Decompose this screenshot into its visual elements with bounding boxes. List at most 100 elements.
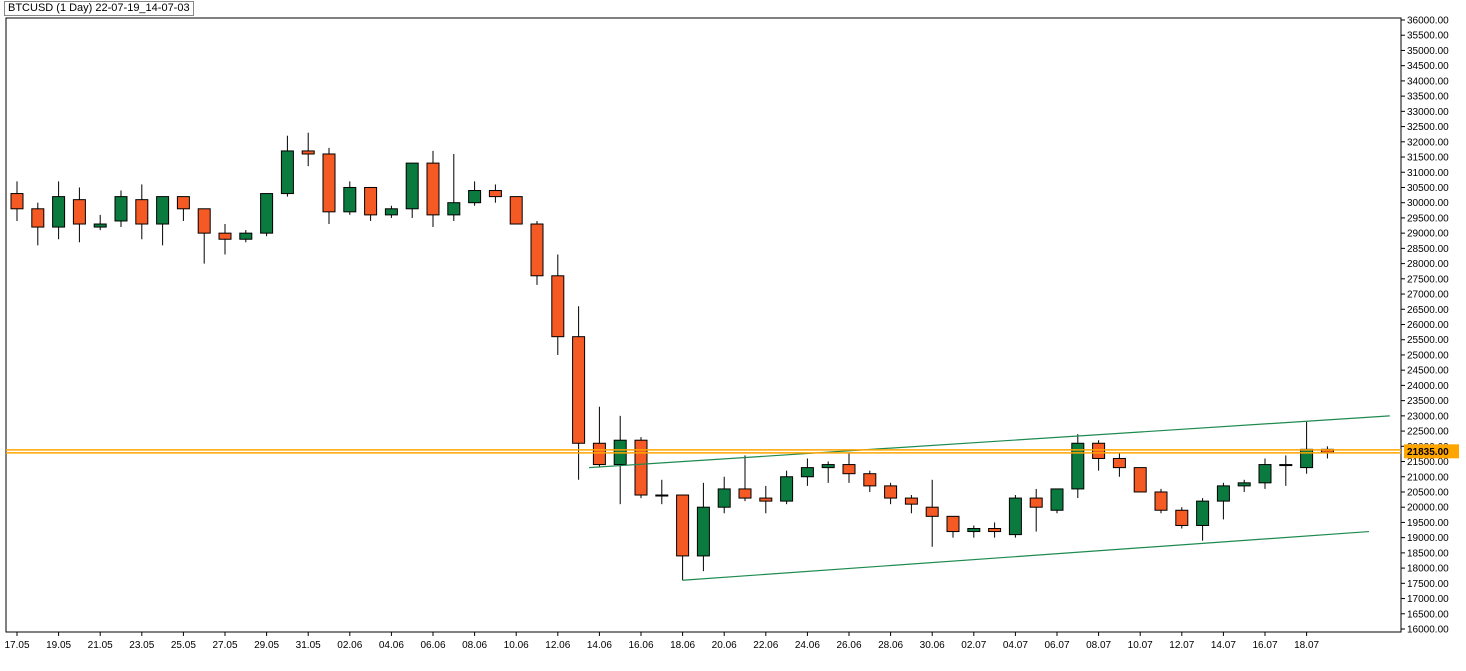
candle[interactable] xyxy=(405,162,419,218)
candle[interactable] xyxy=(634,437,648,499)
candle[interactable] xyxy=(176,196,190,221)
y-tick-label: 28000.00 xyxy=(1407,259,1449,270)
candle[interactable] xyxy=(1258,458,1272,489)
candle[interactable] xyxy=(1279,455,1293,486)
y-tick-label: 29000.00 xyxy=(1407,229,1449,240)
candle[interactable] xyxy=(343,181,357,215)
candle-body-up xyxy=(1008,497,1022,536)
candle[interactable] xyxy=(1196,498,1210,541)
y-tick-label: 20000.00 xyxy=(1407,503,1449,514)
candle[interactable] xyxy=(218,224,232,255)
candle-body-up xyxy=(717,488,731,508)
candle[interactable] xyxy=(1175,507,1189,529)
y-tick-label: 18500.00 xyxy=(1407,548,1449,559)
y-tick-label: 29500.00 xyxy=(1407,213,1449,224)
candle[interactable] xyxy=(842,452,856,483)
candle-body-up xyxy=(1279,464,1293,467)
candle[interactable] xyxy=(821,461,835,483)
candle[interactable] xyxy=(197,208,211,264)
y-tick-label: 20500.00 xyxy=(1407,487,1449,498)
candle[interactable] xyxy=(676,494,690,581)
candle[interactable] xyxy=(572,306,586,480)
candle[interactable] xyxy=(509,196,523,225)
x-tick-label: 24.06 xyxy=(795,640,820,651)
candle[interactable] xyxy=(364,186,378,221)
x-tick-label: 12.07 xyxy=(1169,640,1194,651)
candle[interactable] xyxy=(1154,488,1168,514)
candle-body-down xyxy=(197,208,211,234)
candle[interactable] xyxy=(72,187,86,243)
candle[interactable] xyxy=(655,479,669,505)
candle[interactable] xyxy=(93,214,107,231)
candle[interactable] xyxy=(592,406,606,468)
chart-title: BTCUSD (1 Day) 22-07-19_14-07-03 xyxy=(4,1,194,16)
y-tick-label: 27000.00 xyxy=(1407,290,1449,301)
x-tick-label: 19.05 xyxy=(46,640,71,651)
time-axis[interactable]: 17.05 19.05 21.05 23.05 25.05 27.05 29.05 31.05… xyxy=(4,632,1320,651)
candle-body-up xyxy=(655,494,669,497)
current-price-tag: 21835.00 xyxy=(1404,444,1459,459)
candle-body-up xyxy=(967,528,981,533)
candle[interactable] xyxy=(1237,479,1251,492)
candle[interactable] xyxy=(1050,488,1064,514)
candle[interactable] xyxy=(280,135,294,197)
y-tick-label: 26500.00 xyxy=(1407,305,1449,316)
candle-body-down xyxy=(364,186,378,216)
x-tick-label: 10.07 xyxy=(1128,640,1153,651)
candle[interactable] xyxy=(239,230,253,243)
candle[interactable] xyxy=(925,479,939,547)
candle[interactable] xyxy=(135,184,149,240)
candle[interactable] xyxy=(322,147,336,225)
candle[interactable] xyxy=(260,193,274,237)
candle[interactable] xyxy=(1029,488,1043,532)
trend-line[interactable] xyxy=(588,415,1390,469)
candle[interactable] xyxy=(488,184,502,203)
candle[interactable] xyxy=(1112,452,1126,477)
candle[interactable] xyxy=(52,181,66,240)
candle-body-up xyxy=(468,190,482,204)
candle[interactable] xyxy=(759,485,773,514)
candle[interactable] xyxy=(884,482,898,505)
x-tick-label: 14.06 xyxy=(587,640,612,651)
candle[interactable] xyxy=(1216,482,1230,520)
candle-body-down xyxy=(218,232,232,240)
candle[interactable] xyxy=(1092,440,1106,471)
candle[interactable] xyxy=(156,196,170,246)
candle[interactable] xyxy=(384,205,398,218)
candle[interactable] xyxy=(863,470,877,492)
candle[interactable] xyxy=(301,132,315,167)
candle[interactable] xyxy=(1071,434,1085,499)
candle[interactable] xyxy=(551,254,565,355)
candle[interactable] xyxy=(1008,495,1022,538)
candle[interactable] xyxy=(31,202,45,246)
candle[interactable] xyxy=(10,181,24,221)
trend-line[interactable] xyxy=(682,530,1370,581)
candle[interactable] xyxy=(1133,467,1147,493)
candle[interactable] xyxy=(738,455,752,502)
price-axis[interactable]: 16000.00 16500.00 17000.00 17500.00 18000.00… xyxy=(1401,16,1459,636)
candle[interactable] xyxy=(468,181,482,206)
x-tick-label: 06.07 xyxy=(1044,640,1069,651)
candle[interactable] xyxy=(717,476,731,514)
candle[interactable] xyxy=(696,482,710,572)
candle[interactable] xyxy=(114,190,128,228)
candle[interactable] xyxy=(967,525,981,538)
y-tick-label: 16000.00 xyxy=(1407,625,1449,636)
y-tick-label: 17000.00 xyxy=(1407,594,1449,605)
candle[interactable] xyxy=(426,150,440,228)
candle[interactable] xyxy=(530,220,544,285)
x-tick-label: 08.06 xyxy=(462,640,487,651)
candle[interactable] xyxy=(904,495,918,514)
candle-body-down xyxy=(1175,509,1189,526)
candle[interactable] xyxy=(1300,421,1314,474)
candle[interactable] xyxy=(946,515,960,538)
candle[interactable] xyxy=(988,522,1002,538)
y-tick-label: 23500.00 xyxy=(1407,396,1449,407)
candle-body-up xyxy=(52,196,66,228)
candle[interactable] xyxy=(800,458,814,486)
candle[interactable] xyxy=(447,153,461,221)
y-tick-label: 19000.00 xyxy=(1407,533,1449,544)
candle-body-down xyxy=(946,515,960,533)
candle[interactable] xyxy=(780,470,794,505)
